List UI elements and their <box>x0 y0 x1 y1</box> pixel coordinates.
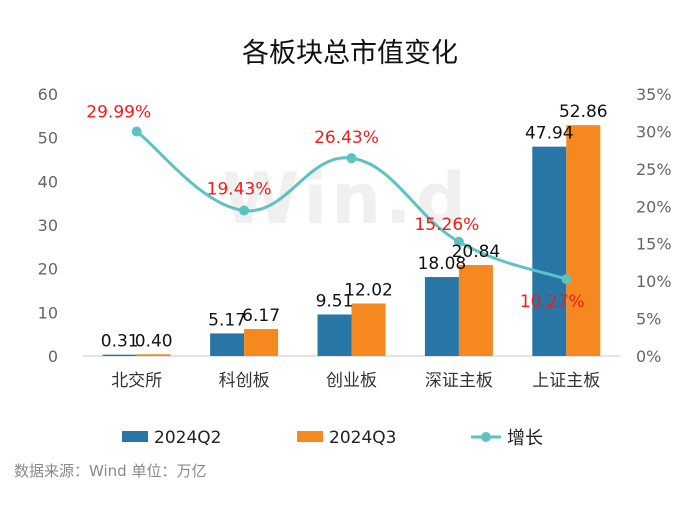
source-note: 数据来源：Wind 单位：万亿 <box>14 462 207 480</box>
bar-2024q2 <box>424 277 459 356</box>
x-tick-label: 创业板 <box>326 371 377 391</box>
growth-point <box>453 236 464 247</box>
y-left-tick: 20 <box>38 260 58 279</box>
y-right-tick: 5% <box>636 310 661 329</box>
x-tick-label: 北交所 <box>111 371 162 391</box>
watermark: Win.d <box>222 158 470 240</box>
growth-point <box>239 205 250 216</box>
bar-data-label: 18.08 <box>418 254 467 274</box>
growth-point <box>131 126 142 137</box>
bar-2024q3 <box>136 354 171 356</box>
y-left-tick: 30 <box>38 216 58 235</box>
y-left-tick: 40 <box>38 172 58 191</box>
growth-data-label: 19.43% <box>207 180 272 200</box>
growth-data-label: 26.43% <box>314 128 379 148</box>
y-right-tick: 15% <box>636 235 672 254</box>
growth-data-label: 10.27% <box>520 292 585 312</box>
y-right-tick: 10% <box>636 272 672 291</box>
growth-point <box>561 274 572 285</box>
bar-2024q3 <box>458 264 493 356</box>
bar-data-label: 47.94 <box>525 124 574 144</box>
bar-data-label: 9.51 <box>316 291 354 311</box>
bar-2024q2 <box>532 146 567 356</box>
y-right-tick: 35% <box>636 85 672 104</box>
legend-swatch-q3 <box>297 431 323 442</box>
bar-2024q2 <box>210 333 245 356</box>
legend-swatch-q2 <box>122 431 148 442</box>
bar-data-label: 0.31 <box>101 332 139 352</box>
growth-data-label: 29.99% <box>86 103 151 123</box>
y-left-tick: 0 <box>48 347 58 366</box>
bar-2024q3 <box>566 125 601 356</box>
y-left-tick: 60 <box>38 85 58 104</box>
growth-point <box>346 153 357 164</box>
chart-title: 各板块总市值变化 <box>242 38 458 69</box>
y-right-tick: 30% <box>636 122 672 141</box>
legend-marker-growth <box>481 432 491 442</box>
bar-data-label: 5.17 <box>208 310 246 330</box>
legend-label: 2024Q3 <box>329 428 396 448</box>
bar-2024q3 <box>244 329 279 356</box>
y-right-tick: 25% <box>636 160 672 179</box>
legend-label: 2024Q2 <box>154 428 221 448</box>
bar-2024q2 <box>317 314 352 356</box>
y-left-tick: 50 <box>38 129 58 148</box>
bar-2024q3 <box>351 303 386 356</box>
y-right-tick: 20% <box>636 197 672 216</box>
bar-2024q2 <box>102 354 137 356</box>
x-tick-label: 上证主板 <box>532 371 600 391</box>
bar-data-label: 20.84 <box>452 242 501 262</box>
x-tick-label: 深证主板 <box>425 371 493 391</box>
y-left-tick: 10 <box>38 303 58 322</box>
y-right-tick: 0% <box>636 347 661 366</box>
bar-data-label: 12.02 <box>344 281 393 301</box>
bar-data-label: 52.86 <box>559 102 608 122</box>
growth-data-label: 15.26% <box>414 215 479 235</box>
bar-data-label: 6.17 <box>242 306 280 326</box>
legend-label: 增长 <box>507 428 543 449</box>
x-tick-label: 科创板 <box>219 371 270 391</box>
bar-data-label: 0.40 <box>135 331 173 351</box>
